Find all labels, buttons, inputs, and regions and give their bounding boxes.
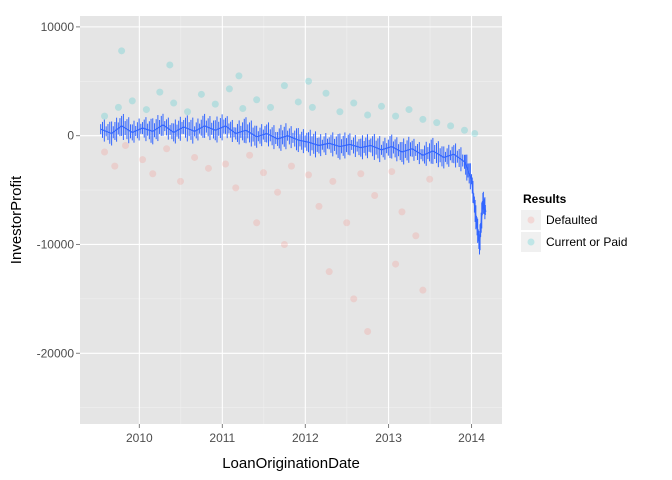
x-axis-ticks: 2010 2011 2012 2013 2014 bbox=[126, 424, 485, 445]
point-defaulted bbox=[412, 232, 420, 240]
point-current-or-paid bbox=[166, 61, 174, 69]
point-current-or-paid bbox=[433, 119, 441, 127]
point-defaulted bbox=[259, 169, 267, 177]
point-current-or-paid bbox=[170, 99, 178, 107]
point-defaulted bbox=[111, 162, 119, 170]
legend-label-defaulted: Defaulted bbox=[546, 213, 597, 227]
point-current-or-paid bbox=[419, 115, 427, 123]
point-defaulted bbox=[139, 156, 147, 164]
point-defaulted bbox=[329, 177, 337, 185]
point-defaulted bbox=[325, 268, 333, 276]
point-defaulted bbox=[253, 219, 261, 227]
point-current-or-paid bbox=[225, 85, 233, 93]
point-current-or-paid bbox=[392, 112, 400, 120]
point-current-or-paid bbox=[101, 112, 109, 120]
x-axis-title: LoanOriginationDate bbox=[222, 455, 360, 472]
point-defaulted bbox=[371, 192, 379, 200]
point-defaulted bbox=[176, 177, 184, 185]
y-tick-label: -20000 bbox=[37, 346, 75, 360]
point-defaulted bbox=[398, 208, 406, 216]
point-current-or-paid bbox=[184, 108, 192, 116]
point-defaulted bbox=[232, 184, 240, 192]
point-current-or-paid bbox=[471, 130, 479, 138]
point-current-or-paid bbox=[364, 111, 372, 119]
point-defaulted bbox=[392, 260, 400, 268]
point-defaulted bbox=[204, 164, 212, 172]
point-current-or-paid bbox=[447, 122, 455, 130]
point-current-or-paid bbox=[235, 72, 243, 80]
point-current-or-paid bbox=[305, 77, 313, 85]
point-current-or-paid bbox=[280, 82, 288, 90]
plot-panel bbox=[80, 16, 502, 424]
legend-key-current-or-paid bbox=[521, 232, 541, 252]
point-defaulted bbox=[280, 240, 288, 248]
point-current-or-paid bbox=[128, 97, 136, 105]
point-current-or-paid bbox=[142, 106, 150, 114]
point-current-or-paid bbox=[253, 96, 261, 104]
point-current-or-paid bbox=[322, 89, 330, 97]
point-current-or-paid bbox=[239, 104, 247, 112]
point-defaulted bbox=[287, 162, 295, 170]
point-current-or-paid bbox=[336, 108, 344, 116]
point-defaulted bbox=[101, 148, 109, 156]
x-tick-label: 2012 bbox=[292, 431, 319, 445]
point-defaulted bbox=[222, 160, 230, 168]
point-current-or-paid bbox=[405, 106, 413, 114]
points-layer bbox=[101, 47, 479, 336]
legend-key-defaulted bbox=[521, 210, 541, 230]
x-tick-label: 2013 bbox=[375, 431, 402, 445]
point-defaulted bbox=[121, 141, 129, 149]
point-defaulted bbox=[364, 328, 372, 336]
point-defaulted bbox=[350, 295, 358, 303]
y-tick-label: -10000 bbox=[37, 237, 75, 251]
smooth-line bbox=[100, 124, 487, 245]
point-current-or-paid bbox=[267, 103, 275, 111]
point-defaulted bbox=[315, 202, 323, 210]
y-tick-label: 0 bbox=[67, 129, 74, 143]
point-current-or-paid bbox=[114, 103, 122, 111]
grid-minor bbox=[80, 16, 502, 424]
grid-major bbox=[80, 16, 502, 424]
point-defaulted bbox=[357, 170, 365, 178]
point-defaulted bbox=[191, 153, 199, 161]
x-tick-label: 2011 bbox=[209, 431, 235, 445]
y-axis-title: InvestorProfit bbox=[8, 175, 25, 264]
point-defaulted bbox=[426, 175, 434, 183]
x-tick-label: 2014 bbox=[458, 431, 485, 445]
point-defaulted bbox=[419, 286, 427, 294]
smooth-line-layer bbox=[100, 124, 487, 245]
point-defaulted bbox=[343, 219, 351, 227]
point-current-or-paid bbox=[350, 99, 358, 107]
legend-title: Results bbox=[523, 192, 567, 206]
y-axis-ticks: 10000 0 -10000 -20000 bbox=[37, 20, 80, 360]
point-current-or-paid bbox=[377, 102, 385, 110]
legend-key-dot-defaulted bbox=[527, 216, 535, 224]
point-current-or-paid bbox=[197, 90, 205, 98]
point-current-or-paid bbox=[460, 126, 468, 134]
y-tick-label: 10000 bbox=[41, 20, 75, 34]
point-current-or-paid bbox=[308, 103, 316, 111]
point-defaulted bbox=[163, 145, 171, 153]
legend-label-current-or-paid: Current or Paid bbox=[546, 235, 627, 249]
point-current-or-paid bbox=[211, 100, 219, 108]
point-defaulted bbox=[246, 151, 254, 159]
point-current-or-paid bbox=[156, 88, 164, 96]
legend-key-dot-current-or-paid bbox=[527, 238, 535, 246]
point-current-or-paid bbox=[118, 47, 126, 55]
x-tick-label: 2010 bbox=[126, 431, 153, 445]
point-defaulted bbox=[305, 171, 313, 179]
point-defaulted bbox=[149, 170, 157, 178]
legend: Results Defaulted Current or Paid bbox=[521, 192, 627, 252]
point-current-or-paid bbox=[294, 98, 302, 106]
point-defaulted bbox=[274, 188, 282, 196]
point-defaulted bbox=[388, 168, 396, 176]
